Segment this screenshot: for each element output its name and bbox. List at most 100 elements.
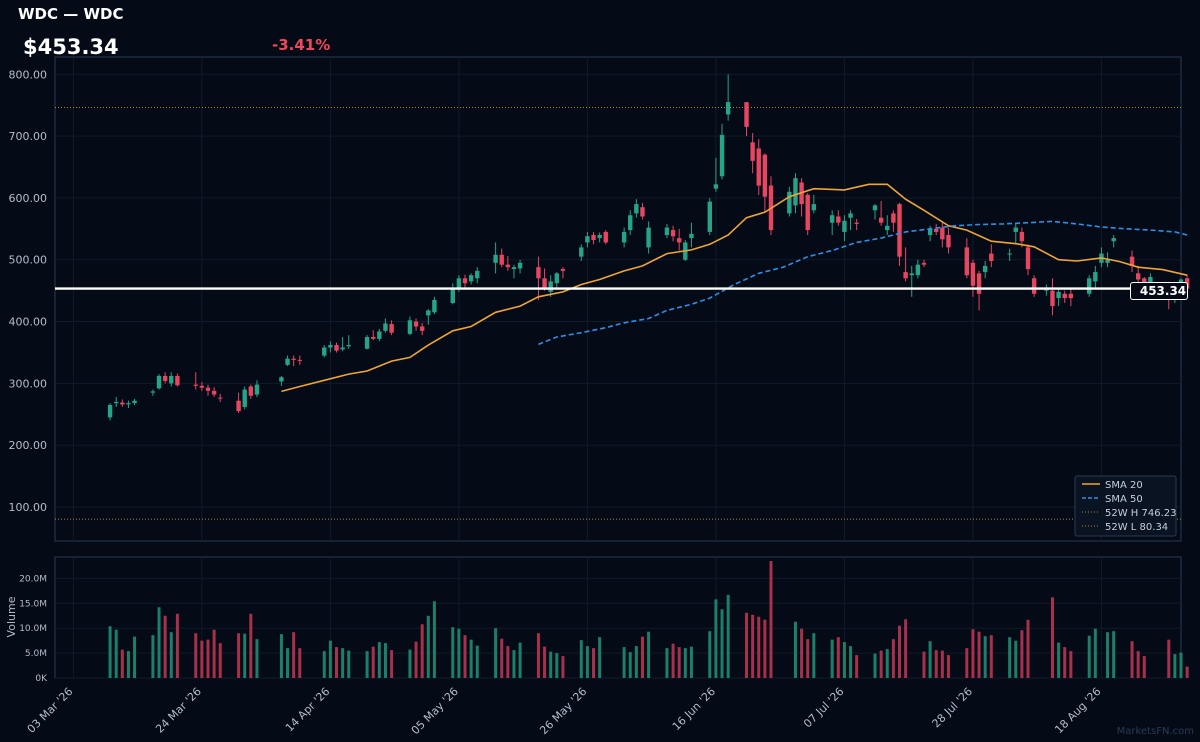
- candle-body: [1142, 278, 1147, 284]
- sma50-line: [538, 220, 1188, 346]
- price-tick-label: 800.00: [9, 68, 48, 81]
- volume-bar: [286, 648, 290, 678]
- volume-bar: [426, 615, 430, 678]
- chart-title: WDC — WDC: [18, 5, 123, 23]
- candle-body: [505, 264, 511, 268]
- volume-bar: [163, 615, 167, 678]
- candle-body: [218, 397, 223, 399]
- volume-bar: [934, 650, 938, 678]
- candle-body: [842, 220, 847, 232]
- volume-bar: [683, 648, 687, 678]
- candle-body: [621, 231, 627, 243]
- candle-body: [787, 191, 792, 214]
- candle-body: [364, 337, 370, 349]
- candle-body: [548, 281, 553, 292]
- volume-bar: [255, 639, 259, 678]
- volume-bar: [634, 646, 638, 678]
- date-tick-label: 18 Aug '26: [1052, 685, 1103, 736]
- volume-bar: [689, 646, 693, 678]
- date-tick-label: 05 May '26: [409, 685, 461, 737]
- volume-bar: [157, 607, 161, 678]
- price-tick-label: 300.00: [9, 377, 48, 390]
- volume-bar: [1136, 651, 1140, 678]
- volume-bar: [365, 651, 369, 678]
- legend-sma20-label: SMA 20: [1105, 480, 1143, 491]
- date-tick-label: 28 Jul '26: [930, 685, 975, 730]
- candle-body: [211, 390, 217, 395]
- candle-body: [891, 213, 896, 223]
- candle-body: [475, 270, 480, 279]
- volume-bar: [377, 642, 381, 678]
- volume-bar: [940, 650, 944, 678]
- volume-bar: [1087, 635, 1091, 678]
- candle-body: [1129, 256, 1135, 266]
- candle-body: [1148, 277, 1153, 284]
- volume-bar: [830, 639, 834, 678]
- candle-body: [915, 264, 921, 276]
- volume-bar: [1014, 640, 1018, 678]
- volume-bar: [879, 650, 883, 678]
- volume-bar: [922, 651, 926, 678]
- volume-bar: [1020, 630, 1024, 678]
- volume-bar: [390, 650, 394, 678]
- candle-body: [909, 273, 914, 276]
- volume-bar: [322, 651, 326, 678]
- legend-box: [1074, 475, 1177, 537]
- candle-body: [493, 254, 498, 263]
- volume-bar: [408, 649, 412, 678]
- volume-bar: [1142, 656, 1146, 678]
- candle-body: [976, 273, 982, 294]
- candle-body: [236, 400, 241, 412]
- volume-bar: [598, 637, 602, 678]
- volume-bar: [983, 636, 987, 678]
- candle-body: [927, 228, 933, 236]
- candle-body: [634, 204, 639, 214]
- candle-body: [878, 217, 884, 223]
- volume-bar: [647, 631, 651, 678]
- candle-body: [113, 401, 119, 404]
- volume-bar: [849, 646, 853, 678]
- volume-bar: [335, 647, 338, 678]
- candle-body: [585, 236, 590, 243]
- candle-body: [462, 278, 468, 284]
- date-tick-label: 26 May '26: [537, 685, 589, 737]
- date-tick-label: 07 Jul '26: [801, 685, 846, 730]
- candle-body: [848, 213, 853, 218]
- candle-body: [872, 205, 878, 211]
- candle-body: [468, 275, 474, 282]
- candle-body: [1031, 278, 1037, 294]
- candle-body: [419, 326, 425, 331]
- volume-bar: [836, 637, 840, 678]
- volume-bar: [133, 636, 137, 678]
- volume-bar: [585, 646, 589, 678]
- candle-body: [346, 345, 351, 347]
- volume-bar: [218, 643, 222, 678]
- candle-body: [560, 269, 566, 271]
- volume-tick-label: 5.0M: [25, 649, 47, 659]
- candle-body: [1056, 291, 1061, 299]
- volume-bar: [812, 633, 816, 678]
- volume-bar: [977, 631, 981, 678]
- volume-bar: [512, 650, 516, 678]
- candle-body: [744, 102, 749, 127]
- volume-bar: [120, 649, 124, 678]
- date-tick-label: 14 Apr '26: [283, 685, 333, 735]
- candle-body: [1050, 290, 1055, 307]
- volume-bar: [708, 631, 712, 678]
- volume-bar: [292, 632, 296, 678]
- candle-body: [793, 178, 798, 206]
- volume-bar: [175, 613, 179, 678]
- volume-bar: [328, 640, 332, 678]
- volume-bar: [432, 601, 436, 678]
- candle-body: [1093, 272, 1098, 282]
- volume-bar: [518, 642, 522, 678]
- volume-bar: [622, 647, 626, 678]
- volume-bar: [793, 621, 797, 678]
- candle-body: [511, 267, 517, 270]
- candle-body: [554, 273, 560, 284]
- candle-body: [811, 204, 817, 211]
- grid: [55, 57, 1181, 679]
- candle-body: [719, 134, 725, 177]
- volume-bar: [855, 655, 859, 678]
- candle-body: [982, 265, 988, 273]
